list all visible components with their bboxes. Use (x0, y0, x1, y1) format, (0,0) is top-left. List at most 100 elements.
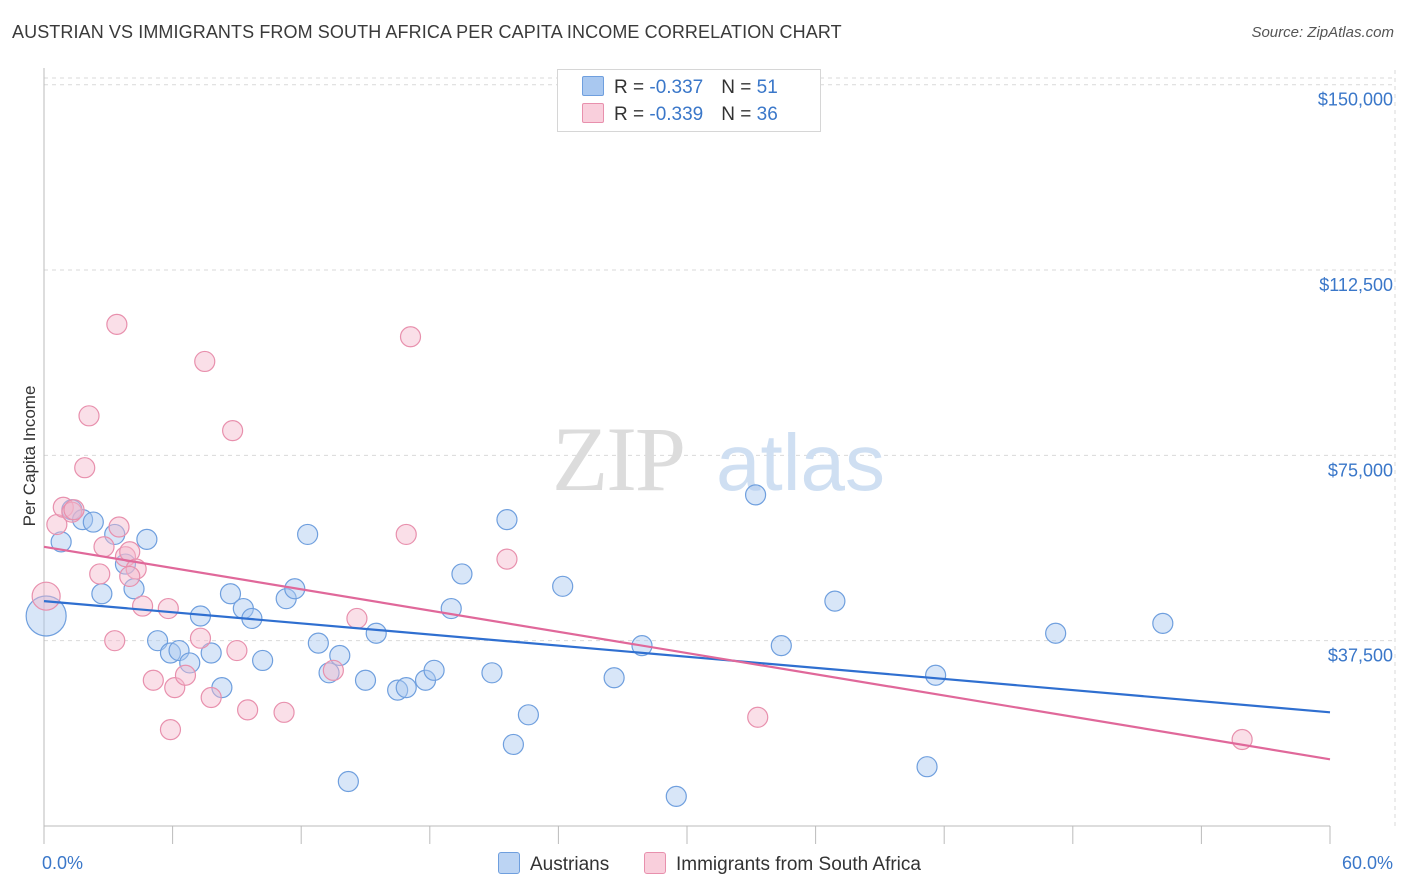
axes (43, 68, 1331, 844)
austrians-point (179, 652, 201, 674)
immigrants-point (142, 669, 164, 691)
y-tick-label: $75,000 (1328, 460, 1393, 480)
legend-row-austrians: R = -0.337 N = 51 (582, 76, 778, 102)
austrians-point (91, 583, 113, 605)
immigrants-point (74, 457, 96, 479)
immigrants-point (395, 523, 417, 546)
austrians-point (307, 632, 329, 654)
austrians-swatch (582, 76, 604, 96)
immigrants-point (496, 548, 518, 570)
austrians-point (665, 785, 687, 807)
bottom-legend-immigrants: Immigrants from South Africa (644, 852, 921, 876)
austrians-point (219, 583, 242, 605)
y-tick-labels: $37,500 $75,000 $112,500 $150,000 (1318, 90, 1393, 666)
legend-row-immigrants: R = -0.339 N = 36 (582, 103, 778, 129)
chart-title: AUSTRIAN VS IMMIGRANTS FROM SOUTH AFRICA… (12, 22, 842, 42)
immigrants-point (157, 597, 179, 620)
immigrants-swatch (582, 103, 604, 123)
austrians-point (603, 667, 625, 689)
immigrants-point (200, 686, 222, 709)
austrians-point (50, 531, 72, 553)
austrians-point (146, 630, 169, 652)
watermark-atlas: atlas (716, 418, 885, 507)
x-tick-label: 60.0% (1342, 853, 1393, 873)
immigrants-point (194, 350, 216, 373)
immigrants-trend-line (43, 545, 1331, 761)
watermark: ZIP atlas (552, 408, 885, 510)
austrians-point (502, 733, 524, 756)
immigrants-point (31, 581, 61, 611)
austrians-point (1152, 612, 1174, 634)
austrians-r-value: -0.337 (649, 77, 704, 98)
austrians-point (552, 575, 574, 597)
austrians-trend-line (43, 600, 1331, 714)
x-tick-label: 0.0% (42, 853, 83, 873)
immigrants-point (273, 701, 295, 723)
austrians-legend-label: Austrians (530, 854, 610, 875)
immigrants-point (63, 499, 85, 521)
immigrants-point (164, 677, 186, 699)
immigrants-r-label: R = (614, 104, 650, 125)
austrians-point (496, 508, 518, 531)
austrians-point (517, 704, 539, 726)
y-tick-label: $112,500 (1319, 275, 1393, 295)
austrians-point (136, 528, 158, 550)
immigrants-point (346, 607, 368, 630)
austrians-r-label: R = (614, 77, 650, 98)
austrians-point (200, 642, 222, 664)
immigrants-point (89, 563, 111, 585)
austrians-point (1045, 622, 1067, 644)
y-axis-label: Per Capita Income (20, 386, 39, 527)
austrians-point (354, 669, 377, 691)
austrians-point (916, 756, 938, 778)
immigrants-point (174, 664, 197, 686)
immigrants-point (189, 627, 212, 649)
immigrants-n-value: 36 (756, 104, 778, 125)
x-tick-labels: 0.0% 60.0% (42, 853, 1393, 873)
y-tick-label: $150,000 (1318, 90, 1393, 110)
immigrants-legend-swatch (644, 852, 666, 874)
immigrants-point (399, 326, 422, 348)
immigrants-point (159, 719, 182, 741)
trend-lines (43, 545, 1331, 761)
austrians-point (82, 511, 104, 533)
stats-legend: R = -0.337 N = 51 R = -0.339 N = 36 (557, 69, 821, 132)
watermark-zip: ZIP (552, 408, 684, 510)
immigrants-point (119, 565, 141, 588)
immigrants-point (104, 630, 126, 652)
data-points (25, 313, 1253, 807)
austrians-point (451, 563, 473, 585)
austrians-point (744, 484, 767, 506)
bottom-legend-austrians: Austrians (498, 852, 609, 876)
austrians-point (824, 590, 846, 612)
immigrants-point (78, 405, 100, 427)
immigrants-legend-label: Immigrants from South Africa (676, 854, 921, 875)
austrians-point (252, 649, 274, 672)
immigrants-point (237, 699, 259, 721)
immigrants-point (106, 313, 128, 335)
austrians-point (387, 679, 409, 701)
austrians-point (423, 659, 445, 681)
austrians-point (395, 677, 417, 699)
austrians-point (481, 662, 503, 684)
austrians-point (337, 770, 359, 793)
immigrants-point (108, 516, 130, 538)
austrians-point (365, 622, 387, 644)
immigrants-point (747, 706, 769, 728)
immigrants-point (322, 659, 344, 681)
austrians-point (770, 635, 792, 657)
austrians-point (168, 639, 190, 662)
austrians-n-label: N = (721, 77, 757, 98)
austrians-point (297, 523, 319, 546)
immigrants-point (226, 639, 248, 662)
immigrants-n-label: N = (721, 104, 757, 125)
chart-source: Source: ZipAtlas.com (1251, 24, 1394, 41)
y-tick-label: $37,500 (1328, 646, 1393, 666)
immigrants-r-value: -0.339 (649, 104, 704, 125)
austrians-point (925, 664, 947, 686)
austrians-point (159, 642, 182, 664)
immigrants-point (93, 536, 115, 558)
immigrants-point (222, 420, 244, 442)
immigrants-point (131, 595, 154, 617)
